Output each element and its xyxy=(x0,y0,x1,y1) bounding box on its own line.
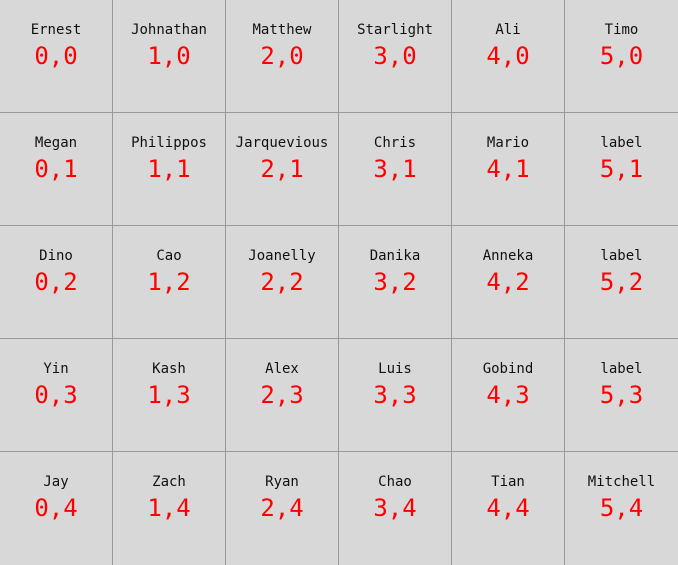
grid-cell[interactable]: Tian 4,4 xyxy=(452,452,565,565)
cell-coordinate-label: 3,4 xyxy=(373,494,417,522)
cell-coordinate-label: 2,0 xyxy=(260,42,304,70)
cell-coordinate-label: 4,0 xyxy=(486,42,530,70)
cell-coordinate-label: 4,3 xyxy=(486,381,530,409)
grid-cell[interactable]: Anneka 4,2 xyxy=(452,226,565,339)
grid-cell[interactable]: Mitchell 5,4 xyxy=(565,452,678,565)
cell-coordinate-label: 0,2 xyxy=(34,268,78,296)
cell-coordinate-label: 2,4 xyxy=(260,494,304,522)
cell-name-label: Starlight xyxy=(357,22,433,38)
cell-name-label: Kash xyxy=(152,361,186,377)
grid-cell[interactable]: Ryan 2,4 xyxy=(226,452,339,565)
cell-name-label: Tian xyxy=(491,474,525,490)
cell-coordinate-label: 5,1 xyxy=(599,155,644,183)
grid-cell[interactable]: Gobind 4,3 xyxy=(452,339,565,452)
cell-coordinate-label: 1,0 xyxy=(147,42,191,70)
grid-cell[interactable]: label 5,3 xyxy=(565,339,678,452)
grid-cell[interactable]: label 5,2 xyxy=(565,226,678,339)
grid-cell[interactable]: Luis 3,3 xyxy=(339,339,452,452)
cell-coordinate-label: 3,3 xyxy=(373,381,417,409)
grid-cell[interactable]: Danika 3,2 xyxy=(339,226,452,339)
cell-coordinate-label: 5,3 xyxy=(599,381,644,409)
cell-name-label: Mitchell xyxy=(587,474,656,490)
cell-coordinate-label: 0,0 xyxy=(34,42,78,70)
cell-name-label: Ryan xyxy=(265,474,299,490)
cell-name-label: Jay xyxy=(43,474,69,490)
cell-coordinate-label: 1,1 xyxy=(147,155,191,183)
grid-cell[interactable]: Kash 1,3 xyxy=(113,339,226,452)
cell-coordinate-label: 0,4 xyxy=(34,494,78,522)
cell-name-label: Cao xyxy=(156,248,182,264)
cell-coordinate-label: 3,0 xyxy=(373,42,417,70)
cell-coordinate-label: 0,1 xyxy=(34,155,78,183)
cell-coordinate-label: 5,0 xyxy=(599,42,644,70)
cell-coordinate-label: 1,2 xyxy=(147,268,191,296)
grid-cell[interactable]: Chao 3,4 xyxy=(339,452,452,565)
grid-cell[interactable]: Mario 4,1 xyxy=(452,113,565,226)
cell-name-label: Zach xyxy=(152,474,186,490)
grid-cell[interactable]: Dino 0,2 xyxy=(0,226,113,339)
grid-cell[interactable]: Alex 2,3 xyxy=(226,339,339,452)
cell-name-label: Timo xyxy=(604,22,639,38)
grid-cell[interactable]: Joanelly 2,2 xyxy=(226,226,339,339)
cell-coordinate-label: 2,2 xyxy=(260,268,304,296)
cell-coordinate-label: 5,2 xyxy=(599,268,644,296)
cell-coordinate-label: 5,4 xyxy=(599,494,644,522)
grid-cell[interactable]: Timo 5,0 xyxy=(565,0,678,113)
cell-name-label: Matthew xyxy=(252,22,312,38)
cell-name-label: Dino xyxy=(39,248,73,264)
cell-name-label: label xyxy=(600,248,643,264)
cell-name-label: Megan xyxy=(34,135,78,151)
cell-coordinate-label: 2,3 xyxy=(260,381,304,409)
grid-cell[interactable]: Starlight 3,0 xyxy=(339,0,452,113)
cell-name-label: Joanelly xyxy=(248,248,316,264)
grid-cell[interactable]: label 5,1 xyxy=(565,113,678,226)
cell-coordinate-label: 4,2 xyxy=(486,268,530,296)
cell-name-label: Danika xyxy=(369,248,421,264)
cell-name-label: Gobind xyxy=(482,361,534,377)
cell-name-label: Ali xyxy=(495,22,521,38)
grid-cell[interactable]: Yin 0,3 xyxy=(0,339,113,452)
cell-coordinate-label: 4,4 xyxy=(486,494,530,522)
cell-name-label: Alex xyxy=(265,361,299,377)
cell-name-label: label xyxy=(600,135,643,151)
grid-cell[interactable]: Ernest 0,0 xyxy=(0,0,113,113)
grid-cell[interactable]: Johnathan 1,0 xyxy=(113,0,226,113)
cell-name-label: Yin xyxy=(43,361,69,377)
cell-name-label: Ernest xyxy=(30,22,82,38)
grid-cell[interactable]: Philippos 1,1 xyxy=(113,113,226,226)
cell-name-label: Chao xyxy=(378,474,412,490)
grid-cell[interactable]: Jarquevious 2,1 xyxy=(226,113,339,226)
cell-name-label: Luis xyxy=(378,361,412,377)
cell-coordinate-label: 1,3 xyxy=(147,381,191,409)
grid-cell[interactable]: Cao 1,2 xyxy=(113,226,226,339)
grid-cell[interactable]: Zach 1,4 xyxy=(113,452,226,565)
cell-name-label: Jarquevious xyxy=(235,135,329,151)
grid-cell[interactable]: Matthew 2,0 xyxy=(226,0,339,113)
cell-coordinate-label: 3,1 xyxy=(373,155,417,183)
cell-name-label: Johnathan xyxy=(131,22,207,38)
cell-name-label: Anneka xyxy=(482,248,534,264)
cell-coordinate-label: 3,2 xyxy=(373,268,417,296)
cell-coordinate-label: 4,1 xyxy=(486,155,530,183)
cell-name-label: label xyxy=(600,361,643,377)
cell-coordinate-label: 2,1 xyxy=(260,155,304,183)
cell-name-label: Mario xyxy=(486,135,530,151)
cell-name-label: Chris xyxy=(373,135,417,151)
grid-cell[interactable]: Megan 0,1 xyxy=(0,113,113,226)
cell-coordinate-label: 0,3 xyxy=(34,381,78,409)
cell-name-label: Philippos xyxy=(131,135,207,151)
grid-cell[interactable]: Jay 0,4 xyxy=(0,452,113,565)
cell-coordinate-label: 1,4 xyxy=(147,494,191,522)
grid-cell[interactable]: Chris 3,1 xyxy=(339,113,452,226)
grid-cell[interactable]: Ali 4,0 xyxy=(452,0,565,113)
